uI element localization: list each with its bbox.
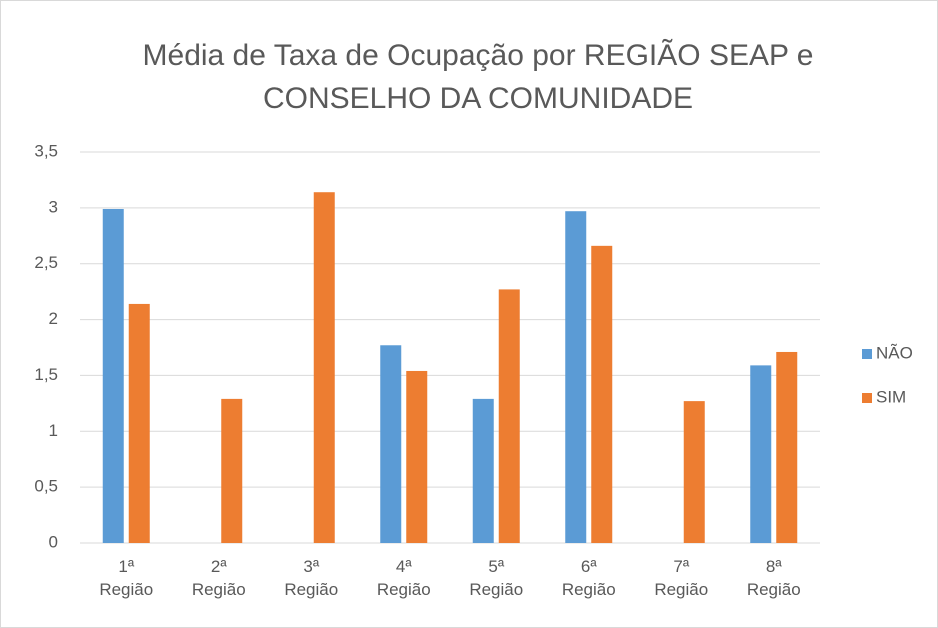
bar xyxy=(102,208,124,543)
y-tick-label: 3 xyxy=(49,197,58,216)
bar xyxy=(221,398,243,543)
bar xyxy=(128,303,150,543)
bar xyxy=(472,398,494,543)
x-tick-label: 2ª Região xyxy=(191,557,246,599)
x-tick-label: 4ª Região xyxy=(376,557,431,599)
legend-label: SIM xyxy=(876,387,906,406)
y-tick-label: 2 xyxy=(49,309,58,328)
bar xyxy=(776,351,798,543)
x-tick-label: 7ª Região xyxy=(654,557,709,599)
bar xyxy=(406,370,428,543)
legend-swatch xyxy=(862,349,872,359)
x-tick-label: 3ª Região xyxy=(284,557,339,599)
y-tick-label: 1,5 xyxy=(34,365,58,384)
y-tick-label: 0,5 xyxy=(34,477,58,496)
x-tick-label: 5ª Região xyxy=(469,557,524,599)
y-tick-label: 3,5 xyxy=(34,141,58,160)
bar xyxy=(683,401,705,543)
bar xyxy=(591,245,613,543)
chart-title: Média de Taxa de Ocupação por REGIÃO SEA… xyxy=(142,39,814,115)
y-tick-label: 1 xyxy=(49,421,58,440)
bar xyxy=(498,289,520,543)
y-tick-label: 0 xyxy=(49,532,58,551)
x-tick-label: 1ª Região xyxy=(99,557,154,599)
y-tick-label: 2,5 xyxy=(34,253,58,272)
legend-swatch xyxy=(862,393,872,403)
bar xyxy=(380,345,402,543)
bar xyxy=(750,365,772,543)
x-tick-label: 8ª Região xyxy=(746,557,801,599)
bar xyxy=(565,211,587,544)
x-tick-label: 6ª Região xyxy=(561,557,616,599)
bar xyxy=(313,192,335,543)
legend-label: NÃO xyxy=(876,343,913,362)
